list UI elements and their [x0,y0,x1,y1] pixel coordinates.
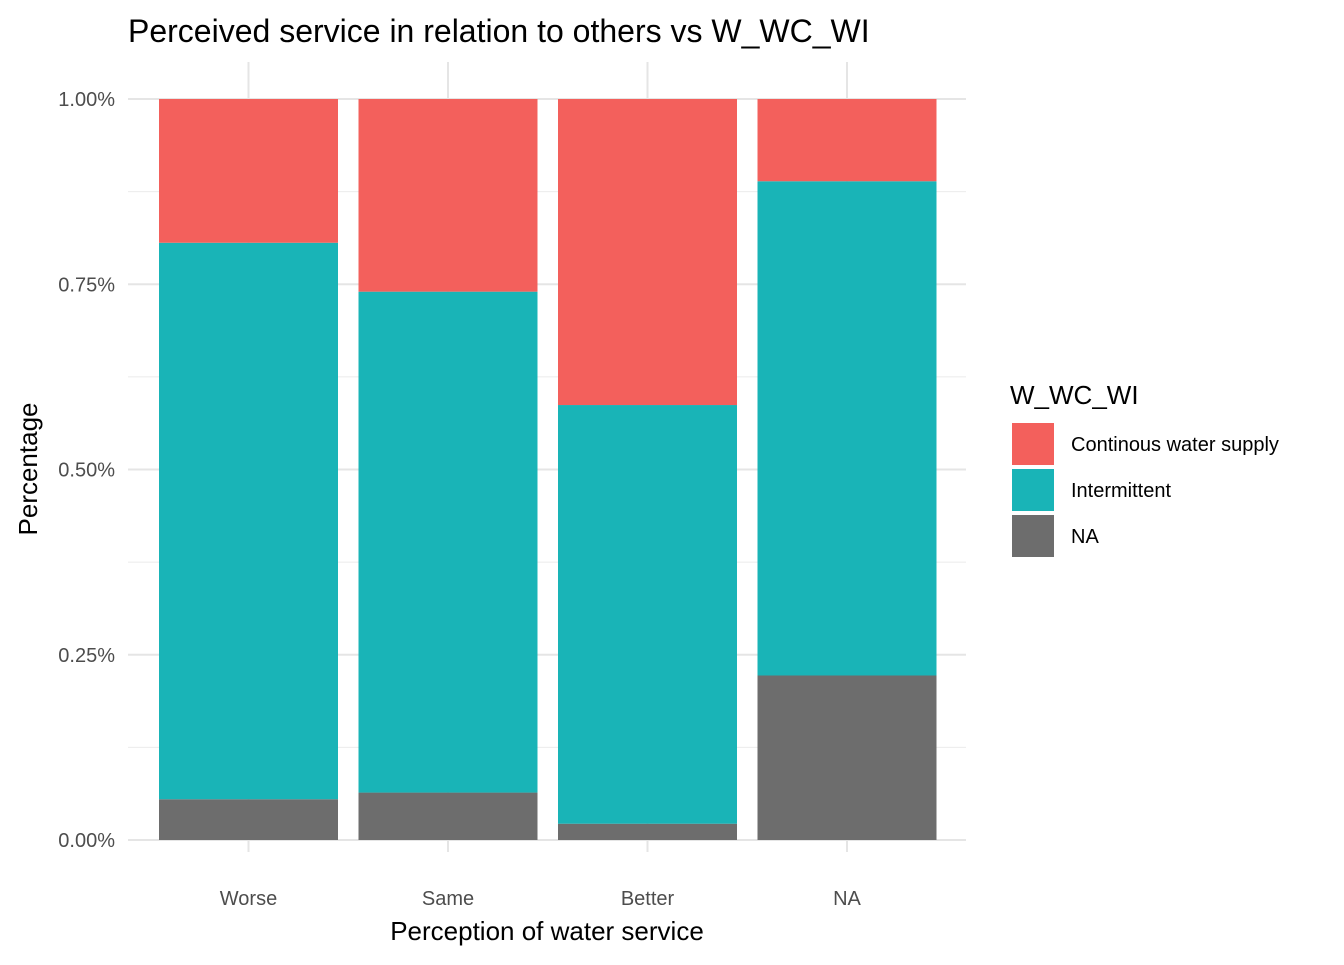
bar-segment [757,99,937,182]
x-axis-ticks: Worse Same Better NA [220,888,862,910]
bar-segment [558,823,737,840]
bar-segment [358,792,538,840]
bar-segment [159,242,338,800]
legend-key [1012,469,1054,511]
bar-segment [159,99,338,243]
bar-segment [358,99,538,292]
bar-segment [757,675,937,840]
legend-label: Intermittent [1071,480,1171,502]
legend-key [1012,515,1054,557]
y-tick-label: 1.00% [58,89,115,111]
x-tick-label: Same [422,888,474,910]
y-tick-label: 0.75% [58,274,115,296]
y-axis-title: Percentage [13,403,43,536]
bar-segment [558,99,737,406]
x-tick-label: Better [621,888,675,910]
y-tick-label: 0.25% [58,645,115,667]
legend-label: NA [1071,526,1099,548]
y-axis-ticks: 0.00% 0.25% 0.50% 0.75% 1.00% [58,89,115,852]
legend-key [1012,423,1054,465]
x-tick-label: Worse [220,888,277,910]
chart-title: Perceived service in relation to others … [128,13,870,49]
x-axis-title: Perception of water service [390,916,704,946]
legend: W_WC_WI Continous water supply Intermitte… [1010,380,1279,557]
legend-title: W_WC_WI [1010,380,1139,410]
y-tick-label: 0.00% [58,830,115,852]
bar-segment [558,405,737,824]
legend-label: Continous water supply [1071,434,1279,456]
bars [159,99,937,840]
y-tick-label: 0.50% [58,460,115,482]
x-tick-label: NA [833,888,861,910]
bar-segment [358,291,538,793]
bar-segment [159,799,338,840]
bar-segment [757,181,937,676]
